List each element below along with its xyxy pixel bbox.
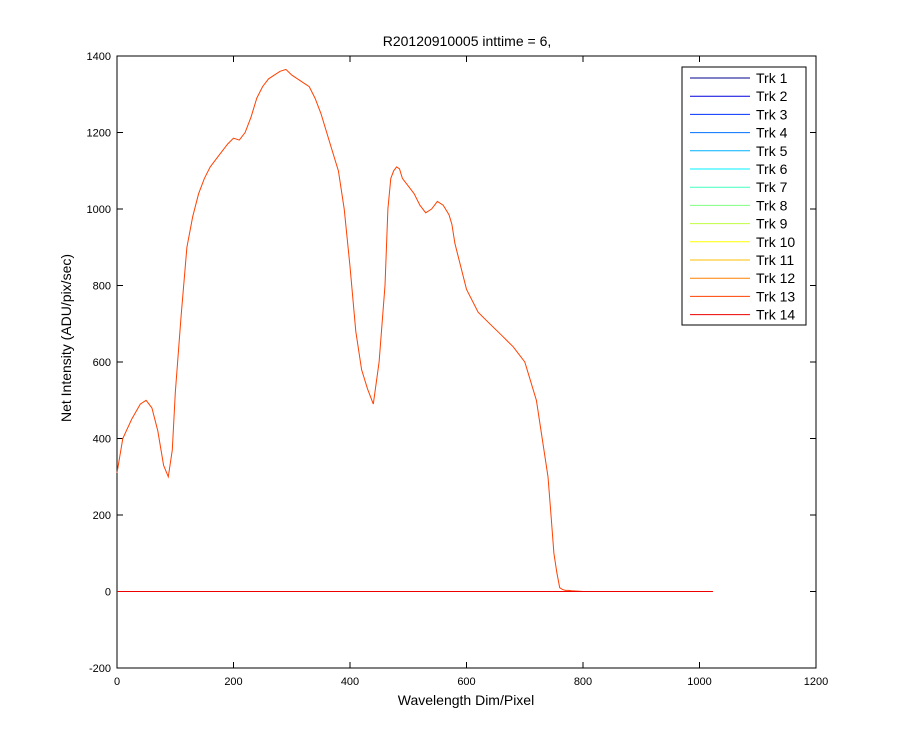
legend-label: Trk 2 [756, 88, 788, 104]
y-tick-label: 800 [93, 281, 111, 293]
legend-label: Trk 4 [756, 125, 788, 141]
x-tick-label: 1200 [804, 676, 828, 688]
x-tick-label: 1000 [687, 676, 711, 688]
legend-label: Trk 8 [756, 197, 788, 213]
y-tick-label: 1400 [87, 51, 111, 63]
y-tick-label: 200 [93, 510, 111, 522]
x-tick-label: 200 [224, 676, 242, 688]
legend-label: Trk 1 [756, 70, 788, 86]
legend-label: Trk 3 [756, 106, 788, 122]
chart-title: R20120910005 inttime = 6, [383, 33, 552, 49]
series-lines [116, 68, 713, 592]
legend-label: Trk 9 [756, 216, 788, 232]
y-tick-label: 600 [93, 357, 111, 369]
legend-label: Trk 11 [756, 252, 794, 268]
y-tick-label: 1000 [87, 204, 111, 216]
y-tick-label: -200 [89, 663, 111, 675]
y-axis-label: Net Intensity (ADU/pix/sec) [58, 254, 74, 422]
x-tick-label: 600 [457, 676, 475, 688]
legend-label: Trk 7 [756, 179, 788, 195]
legend-label: Trk 14 [756, 307, 795, 323]
x-tick-label: 400 [341, 676, 359, 688]
x-tick-label: 0 [114, 676, 120, 688]
y-tick-label: 400 [93, 434, 111, 446]
legend-label: Trk 6 [756, 161, 788, 177]
legend: Trk 1 Trk 2 Trk 3 Trk 4 Trk 5 Trk 6 Trk 7 Trk 8… [681, 66, 807, 326]
y-tick-label: 1200 [87, 128, 111, 140]
legend-box [681, 66, 807, 326]
series-line-trk-13 [116, 68, 713, 592]
legend-label: Trk 12 [756, 270, 795, 286]
y-tick-label: 0 [105, 587, 111, 599]
legend-label: Trk 5 [756, 143, 788, 159]
x-tick-label: 800 [574, 676, 592, 688]
x-axis-label: Wavelength Dim/Pixel [398, 692, 534, 708]
axis-ticks: 0 200 400 600 800 1000 1200-200020040060080010… [87, 51, 829, 688]
legend-label: Trk 10 [756, 234, 795, 250]
legend-label: Trk 13 [756, 288, 795, 304]
